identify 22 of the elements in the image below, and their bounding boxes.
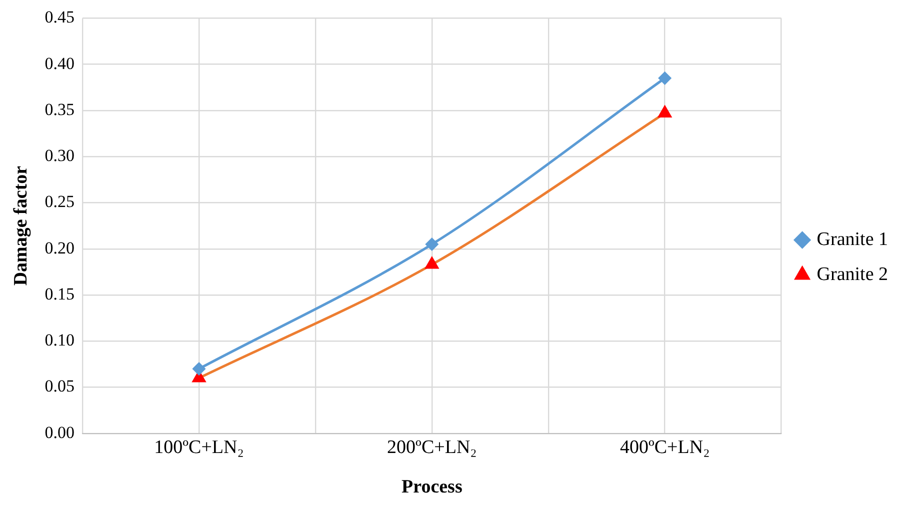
x-tick-label: 400ºC+LN₂ bbox=[620, 436, 710, 458]
y-tick-label: 0.40 bbox=[44, 54, 75, 73]
y-axis-title: Damage factor bbox=[10, 165, 32, 286]
y-tick-label: 0.25 bbox=[44, 192, 75, 212]
point bbox=[658, 72, 672, 84]
x-axis-title: Process bbox=[401, 476, 462, 498]
x-tick-label: 100ºC+LN₂ bbox=[154, 436, 244, 458]
y-tick-label: 0.35 bbox=[44, 100, 75, 119]
y-tick-label: 0.05 bbox=[44, 376, 75, 396]
point bbox=[426, 238, 438, 251]
x-tick-label: 200ºC+LN₂ bbox=[387, 436, 477, 458]
y-tick-label: 0.10 bbox=[44, 330, 75, 350]
y-tick-label: 0.30 bbox=[44, 146, 75, 166]
point bbox=[425, 257, 438, 269]
legend-label: Granite 1 bbox=[816, 228, 888, 250]
point bbox=[658, 106, 672, 118]
y-tick-label: 0.15 bbox=[44, 284, 75, 304]
point bbox=[192, 362, 206, 376]
y-tick-label: 0.20 bbox=[44, 238, 75, 258]
y-tick-label: 0.00 bbox=[44, 422, 75, 442]
y-tick-label: 0.45 bbox=[44, 8, 75, 27]
legend-label: Granite 2 bbox=[816, 264, 888, 285]
